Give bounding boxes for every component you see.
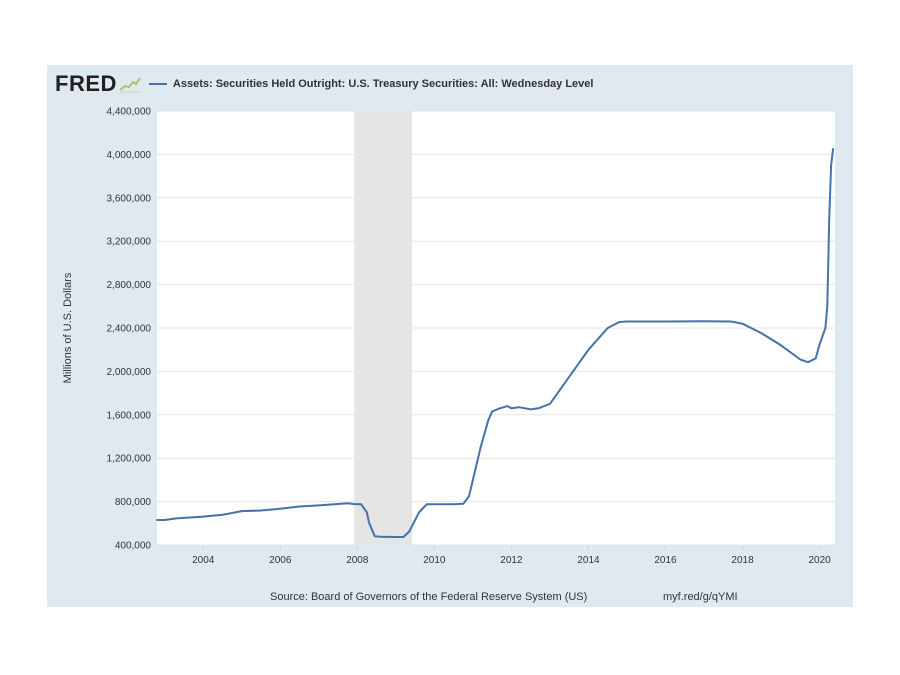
- y-axis-ticks: 400,000 800,000 1,200,000 1,600,000 2,000,00…: [107, 107, 152, 552]
- x-tick-label: 2008: [346, 555, 369, 566]
- y-tick-label: 800,000: [115, 497, 152, 508]
- short-url-link[interactable]: myf.red/g/qYMI: [663, 591, 738, 603]
- y-tick-label: 2,000,000: [107, 367, 152, 378]
- grid-layer: [157, 110, 835, 546]
- x-tick-label: 2010: [423, 555, 446, 566]
- series-line-0[interactable]: [156, 148, 835, 538]
- y-tick-label: 2,800,000: [107, 280, 152, 291]
- x-tick-label: 2016: [654, 555, 677, 566]
- series-layer: [156, 148, 835, 538]
- y-tick-label: 1,600,000: [107, 410, 152, 421]
- x-tick-label: 2006: [269, 555, 292, 566]
- source-note: Source: Board of Governors of the Federa…: [270, 591, 588, 603]
- y-tick-label: 4,400,000: [107, 107, 152, 118]
- chart-frame: 400,000 800,000 1,200,000 1,600,000 2,000,00…: [47, 65, 853, 607]
- x-axis-ticks: 2004 2006 2008 2010 2012 2014 2016 2018 2020: [192, 545, 831, 566]
- legend-label[interactable]: Assets: Securities Held Outright: U.S. T…: [172, 78, 594, 90]
- x-tick-label: 2014: [577, 555, 600, 566]
- x-tick-label: 2012: [500, 555, 523, 566]
- y-tick-label: 3,200,000: [107, 237, 152, 248]
- x-tick-label: 2020: [808, 555, 831, 566]
- y-tick-label: 4,000,000: [107, 150, 152, 161]
- fred-logo[interactable]: FRED: [55, 71, 117, 96]
- y-axis-label: Millions of U.S. Dollars: [62, 272, 74, 383]
- y-tick-label: 2,400,000: [107, 324, 152, 335]
- x-tick-label: 2018: [731, 555, 754, 566]
- x-tick-label: 2004: [192, 555, 215, 566]
- sparkline-icon: [119, 77, 141, 93]
- y-tick-label: 400,000: [115, 541, 152, 552]
- chart-header: FRED Assets: Securities Held Outright: U…: [55, 71, 593, 97]
- y-tick-label: 1,200,000: [107, 454, 152, 465]
- chart-svg: 400,000 800,000 1,200,000 1,600,000 2,000,00…: [62, 107, 835, 566]
- legend-swatch: [148, 83, 167, 85]
- y-tick-label: 3,600,000: [107, 193, 152, 204]
